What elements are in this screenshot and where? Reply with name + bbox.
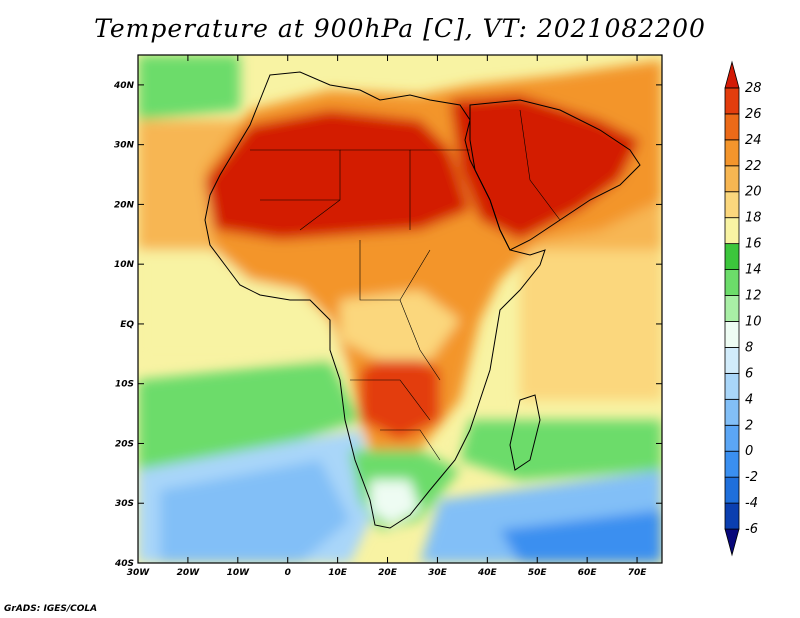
colorbar-bin — [724, 321, 740, 348]
lon-tick-label: 50E — [528, 568, 548, 578]
colorbar-label: 26 — [745, 107, 762, 122]
colorbar-bin — [724, 295, 740, 322]
colorbar-label: -2 — [745, 470, 758, 485]
longitude-axis: 30W 20W 10W 0 10E 20E 30E 40E 50E 60E 70E — [127, 55, 647, 578]
colorbar-label: -6 — [745, 522, 758, 537]
colorbar-label: 28 — [745, 81, 762, 96]
map-title: Temperature at 900hPa [C], VT: 202108220… — [94, 14, 706, 43]
colorbar-bin — [724, 60, 740, 89]
colorbar-label: 10 — [745, 314, 762, 329]
colorbar-label: 2 — [745, 418, 753, 433]
colorbar-bin — [724, 372, 740, 400]
colorbar-label: 20 — [745, 185, 762, 200]
lat-tick-label: 10S — [115, 380, 134, 390]
colorbar-label: 8 — [745, 340, 753, 355]
colorbar-bin — [724, 217, 740, 245]
colorbar-bin — [724, 347, 740, 374]
colorbar-label: -4 — [745, 496, 758, 511]
colorbar-bin — [724, 502, 740, 530]
colorbar-bin — [724, 87, 740, 115]
colorbar-bin — [724, 139, 740, 167]
colorbar-bin — [724, 424, 740, 452]
country-borders — [250, 109, 561, 461]
colorbar-bin — [724, 191, 740, 219]
colorbar-bin — [724, 528, 740, 557]
lon-tick-label: 30W — [127, 568, 151, 578]
lon-tick-label: 0 — [285, 568, 291, 578]
colorbar-label: 16 — [745, 237, 762, 252]
colorbar-label: 12 — [745, 289, 762, 304]
lon-tick-label: 30E — [428, 568, 448, 578]
colorbar-label: 4 — [745, 392, 753, 407]
colorbar-label: 6 — [745, 366, 753, 381]
lat-tick-label: 40S — [114, 559, 134, 569]
lat-tick-label: EQ — [120, 320, 134, 330]
temperature-field — [138, 55, 662, 563]
lon-tick-label: 10E — [328, 568, 348, 578]
lat-tick-label: 20N — [114, 200, 135, 210]
colorbar-bin — [724, 165, 740, 193]
colorbar-label: 0 — [745, 444, 753, 459]
colorbar-label: 22 — [745, 159, 762, 174]
map-frame — [137, 54, 663, 564]
lon-tick-label: 10W — [227, 568, 251, 578]
colorbar-label: 18 — [745, 211, 762, 226]
latitude-axis: 40N 30N 20N 10N EQ 10S 20S 30S 40S — [113, 81, 662, 569]
colorbar-bin — [724, 269, 740, 296]
colorbar-bin — [724, 113, 740, 141]
lon-tick-label: 60E — [578, 568, 598, 578]
coastlines — [204, 71, 641, 529]
lon-tick-label: 20W — [177, 568, 201, 578]
colorbar-bin — [724, 398, 740, 426]
colorbar-label: 24 — [745, 133, 762, 148]
footer-credit: GrADS: IGES/COLA — [4, 604, 98, 614]
lat-tick-label: 30S — [115, 499, 134, 509]
lat-tick-label: 10N — [114, 260, 135, 270]
lat-tick-label: 40N — [113, 81, 135, 91]
colorbar-bin — [724, 476, 740, 504]
lon-tick-label: 40E — [477, 568, 498, 578]
lat-tick-label: 20S — [115, 439, 134, 449]
lon-tick-label: 70E — [628, 568, 648, 578]
colorbar-label: 14 — [745, 263, 762, 278]
lon-tick-label: 20E — [378, 568, 398, 578]
lat-tick-label: 30N — [114, 141, 135, 151]
colorbar-bin — [724, 450, 740, 478]
colorbar-bin — [724, 243, 740, 270]
